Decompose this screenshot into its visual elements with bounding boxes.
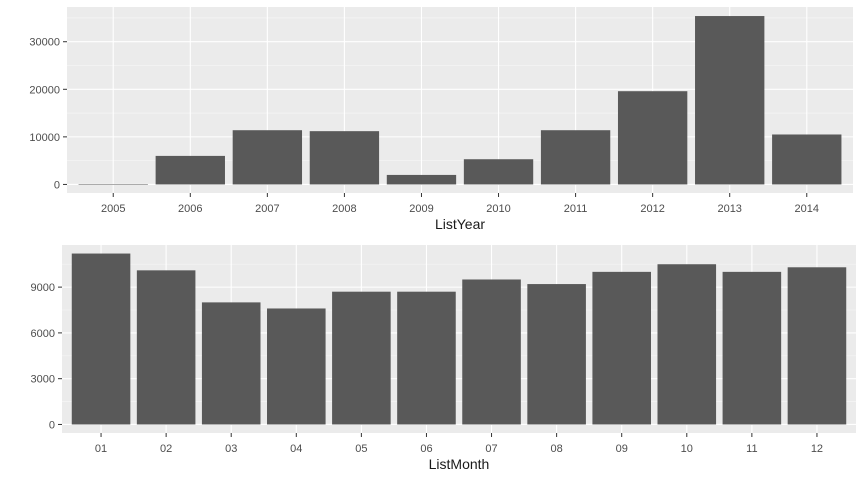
- bar-2011: [540, 130, 611, 185]
- bar-06: [397, 291, 456, 425]
- bar-10: [657, 264, 717, 425]
- x-tick-label: 02: [160, 443, 172, 455]
- bar-11: [722, 271, 782, 425]
- x-tick-label: 2012: [640, 203, 664, 215]
- x-tick-label: 2009: [409, 203, 433, 215]
- y-axis: 0 10000 20000 30000: [29, 37, 67, 191]
- x-axis-title: ListMonth: [429, 456, 490, 472]
- bar-2010: [463, 159, 534, 185]
- y-tick-label: 9000: [31, 282, 55, 294]
- y-tick-label: 30000: [29, 37, 60, 49]
- bars: [78, 16, 842, 185]
- bar-02: [136, 270, 196, 425]
- x-tick-label: 10: [681, 443, 693, 455]
- bar-08: [527, 284, 586, 425]
- bar-2005: [78, 184, 148, 185]
- x-tick-label: 2010: [486, 203, 510, 215]
- bar-2013: [695, 16, 765, 185]
- bar-2012: [617, 91, 688, 185]
- x-axis-title: ListYear: [435, 216, 485, 232]
- x-tick-label: 09: [616, 443, 628, 455]
- bar-05: [332, 291, 391, 425]
- bar-12: [787, 267, 847, 425]
- x-tick-label: 2006: [178, 203, 202, 215]
- x-tick-label: 07: [485, 443, 497, 455]
- bar-07: [462, 279, 521, 425]
- y-tick-label: 20000: [29, 84, 60, 96]
- x-tick-label: 08: [550, 443, 562, 455]
- x-tick-label: 2005: [101, 203, 125, 215]
- bars: [71, 253, 847, 425]
- x-tick-label: 01: [95, 443, 107, 455]
- x-tick-label: 2014: [795, 203, 819, 215]
- bar-2009: [386, 174, 457, 185]
- x-tick-label: 2011: [564, 203, 588, 215]
- bar-03: [201, 302, 261, 425]
- bar-09: [592, 271, 651, 425]
- x-tick-label: 03: [225, 443, 237, 455]
- chart-list-month: 0 3000 6000 9000 01 02 03 04 05 06 07 08 09 10 11 12 L…: [31, 245, 856, 472]
- x-tick-label: 11: [746, 443, 757, 455]
- bar-04: [267, 308, 326, 425]
- y-axis: 0 3000 6000 9000: [31, 282, 62, 431]
- bar-2007: [232, 130, 303, 185]
- y-tick-label: 10000: [29, 132, 60, 144]
- bar-2006: [155, 155, 225, 185]
- y-tick-label: 0: [49, 419, 55, 431]
- x-tick-label: 2008: [332, 203, 356, 215]
- y-tick-label: 3000: [31, 374, 55, 386]
- x-tick-label: 04: [290, 443, 302, 455]
- bar-2014: [772, 134, 842, 185]
- x-axis: 01 02 03 04 05 06 07 08 09 10 11 12: [95, 433, 823, 455]
- x-tick-label: 05: [355, 443, 367, 455]
- x-tick-label: 06: [420, 443, 432, 455]
- x-tick-label: 2007: [255, 203, 279, 215]
- bar-01: [71, 253, 131, 425]
- chart-list-year: 0 10000 20000 30000 2005 2006 2007 2008 2009 201…: [29, 7, 853, 232]
- y-tick-label: 6000: [31, 328, 55, 340]
- bar-2008: [309, 131, 380, 185]
- x-tick-label: 12: [811, 443, 823, 455]
- x-axis: 2005 2006 2007 2008 2009 2010 2011 2012 2013 2014: [101, 193, 819, 215]
- x-tick-label: 2013: [717, 203, 741, 215]
- y-tick-label: 0: [54, 179, 60, 191]
